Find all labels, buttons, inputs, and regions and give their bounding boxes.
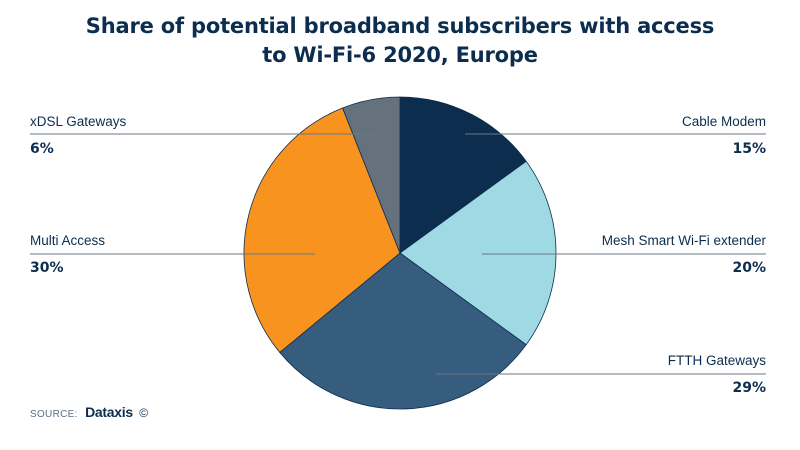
slice-value-cable-modem: 15%: [732, 141, 766, 157]
slice-value-mesh-smart-wi-fi-extender: 20%: [732, 260, 766, 276]
source-brand: Dataxis: [85, 404, 133, 420]
chart-title: Share of potential broadband subscribers…: [0, 12, 800, 70]
slice-label-cable-modem: Cable Modem: [682, 114, 766, 129]
chart-title-line-2: to Wi-Fi-6 2020, Europe: [262, 43, 538, 67]
slice-value-multi-access: 30%: [30, 260, 64, 276]
slice-label-xdsl-gateways: xDSL Gateways: [30, 114, 127, 129]
pie-slice-ftth-gateways: [279, 252, 527, 410]
slice-label-mesh-smart-wi-fi-extender: Mesh Smart Wi-Fi extender: [602, 233, 767, 248]
pie-slice-mesh-smart-wi-fi-extender: [399, 160, 557, 346]
source-label: SOURCE:: [30, 409, 78, 420]
pie-slice-cable-modem: [399, 96, 527, 254]
chart-title-line-1: Share of potential broadband subscribers…: [85, 14, 715, 38]
slice-label-multi-access: Multi Access: [30, 233, 105, 248]
source-note: SOURCE: Dataxis ©: [30, 404, 148, 422]
slice-label-ftth-gateways: FTTH Gateways: [668, 353, 767, 368]
copyright-icon: ©: [139, 406, 149, 420]
slice-value-ftth-gateways: 29%: [732, 380, 766, 396]
pie-slice-xdsl-gateways: [342, 96, 401, 254]
pie-slice-multi-access: [243, 107, 401, 354]
slice-value-xdsl-gateways: 6%: [30, 141, 54, 157]
